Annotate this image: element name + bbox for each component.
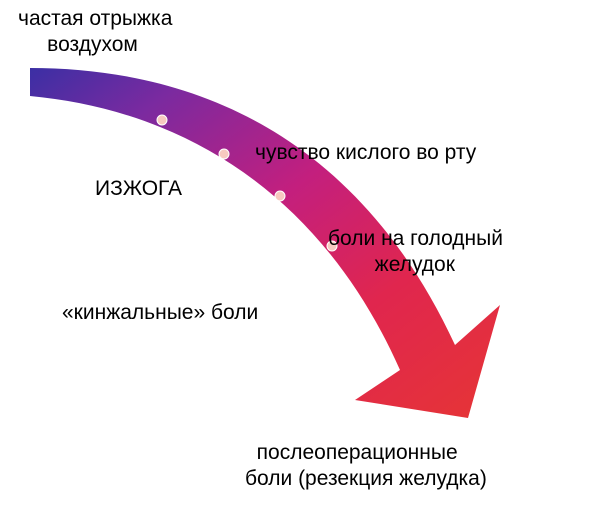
label-sour: чувство кислого во рту — [255, 140, 476, 166]
progress-dot — [219, 149, 229, 159]
progress-dot — [275, 191, 285, 201]
progression-arrow — [0, 0, 600, 512]
label-hunger: боли на голодный желудок — [328, 226, 503, 279]
label-belching: частая отрыжка воздухом — [18, 6, 172, 59]
label-heartburn: ИЗЖОГА — [95, 176, 182, 202]
diagram-stage: частая отрыжка воздухом чувство кислого … — [0, 0, 600, 512]
label-dagger: «кинжальные» боли — [62, 300, 258, 326]
progress-dot — [157, 115, 167, 125]
label-postop: послеоперационные боли (резекция желудка… — [245, 440, 487, 493]
